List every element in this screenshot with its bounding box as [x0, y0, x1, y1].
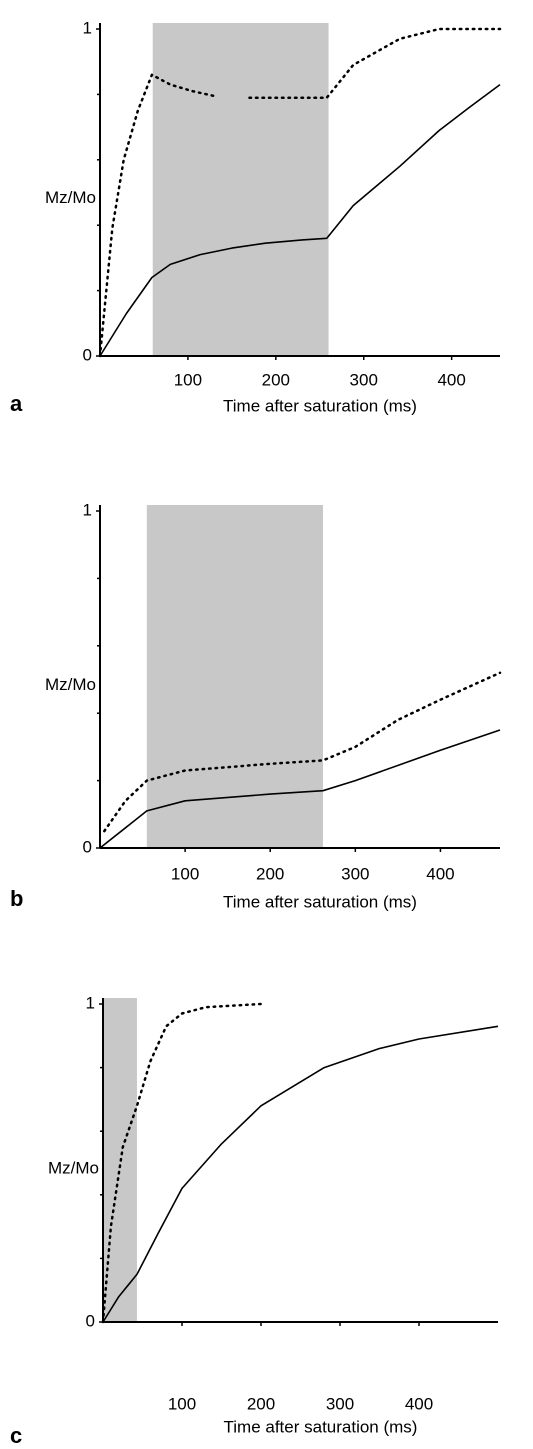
x-axis-label: Time after saturation (ms) — [223, 892, 417, 911]
panel-letter: b — [10, 886, 23, 911]
x-tick-label: 400 — [437, 370, 465, 389]
x-tick-label: 200 — [256, 864, 284, 883]
solid-line — [99, 83, 501, 357]
y-tick-label: 1 — [86, 993, 95, 1012]
panel-letter: a — [10, 391, 23, 416]
y-axis-label: Mz/Mo — [45, 188, 96, 207]
dotted-line — [103, 671, 502, 833]
x-tick-label: 200 — [247, 1394, 275, 1413]
x-tick-label: 300 — [350, 370, 378, 389]
x-tick-label: 400 — [426, 864, 454, 883]
y-tick-label: 0 — [86, 1311, 95, 1330]
x-tick-label: 100 — [168, 1394, 196, 1413]
x-tick-label: 100 — [171, 864, 199, 883]
y-axis-label: Mz/Mo — [48, 1158, 99, 1177]
x-axis-label: Time after saturation (ms) — [223, 396, 417, 415]
y-tick-label: 1 — [83, 500, 92, 519]
solid-line — [102, 1025, 499, 1323]
dotted-line — [98, 27, 502, 358]
x-tick-label: 300 — [326, 1394, 354, 1413]
y-tick-label: 0 — [83, 345, 92, 364]
y-axis-label: Mz/Mo — [45, 675, 96, 694]
x-axis-label: Time after saturation (ms) — [224, 1417, 418, 1436]
highlight-band — [152, 23, 329, 356]
highlight-band — [146, 505, 323, 848]
x-tick-label: 200 — [262, 370, 290, 389]
y-tick-label: 1 — [83, 18, 92, 37]
x-tick-label: 400 — [405, 1394, 433, 1413]
y-tick-label: 0 — [83, 837, 92, 856]
dotted-line — [101, 1002, 263, 1324]
x-tick-label: 100 — [174, 370, 202, 389]
panel-letter: c — [10, 1423, 22, 1448]
solid-line — [99, 729, 501, 849]
x-tick-label: 300 — [341, 864, 369, 883]
